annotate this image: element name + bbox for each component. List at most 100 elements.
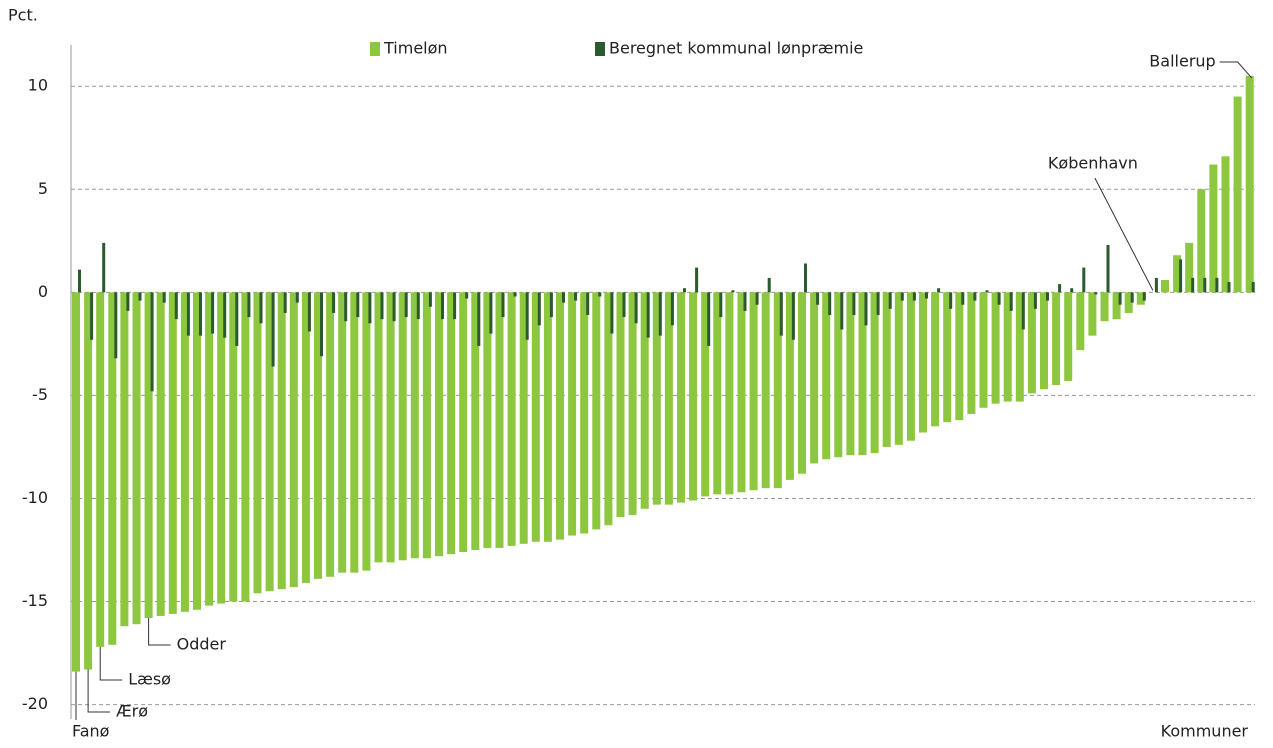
bar [810, 292, 819, 464]
bar [1052, 292, 1061, 386]
bar [604, 292, 613, 526]
bar [1245, 75, 1254, 293]
y-tick-label: -20 [22, 694, 48, 713]
bar [785, 292, 794, 480]
bar [1088, 292, 1097, 336]
bar [1040, 292, 1048, 390]
bar [804, 263, 807, 293]
bar [217, 292, 226, 604]
y-tick-label: 5 [38, 179, 48, 198]
bar [301, 292, 310, 583]
y-tick-label: -5 [32, 385, 48, 404]
y-tick-label: 0 [38, 282, 48, 301]
annotation: Læsø [128, 670, 171, 689]
bar [731, 290, 735, 293]
bar [265, 292, 274, 592]
bar [562, 292, 565, 303]
bar [828, 292, 832, 316]
bar [338, 292, 347, 573]
bar [1203, 277, 1207, 293]
bar [241, 292, 250, 602]
bar [755, 292, 759, 305]
bar [870, 292, 879, 454]
bar [949, 292, 953, 309]
bar [332, 292, 336, 313]
bar [247, 292, 251, 318]
bar [211, 292, 215, 334]
bar [943, 292, 952, 423]
bar [126, 292, 130, 311]
bar [138, 292, 142, 301]
bar [277, 292, 286, 590]
bar [386, 292, 395, 563]
legend-label: Beregnet kommunal lønpræmie [609, 39, 863, 58]
bar [1100, 292, 1109, 322]
bar [598, 292, 602, 297]
legend-label: Timeløn [383, 39, 448, 58]
bar [531, 292, 540, 542]
bar [507, 292, 516, 546]
bar [78, 269, 81, 293]
bar [1021, 292, 1025, 330]
bar [96, 292, 105, 647]
bar [1154, 277, 1158, 293]
bar [767, 277, 771, 293]
bar [477, 292, 481, 346]
bar [1179, 259, 1183, 293]
bar [652, 292, 661, 505]
annotation: Ærø [116, 702, 148, 721]
bar [664, 292, 673, 505]
bar [435, 292, 443, 557]
bar [580, 292, 589, 534]
bar [374, 292, 383, 563]
annotation: Odder [177, 635, 227, 654]
bar [592, 292, 601, 530]
bar [1106, 244, 1110, 293]
bar [120, 292, 129, 627]
bar [1233, 96, 1242, 293]
bar [773, 292, 782, 489]
bar [368, 292, 372, 324]
bar [574, 292, 578, 301]
bar [513, 292, 517, 297]
bar [489, 292, 493, 334]
bar [271, 292, 275, 367]
bar [888, 292, 892, 309]
bar [398, 292, 407, 561]
bar [761, 292, 770, 489]
y-tick-label: -15 [22, 591, 48, 610]
bar [1015, 292, 1024, 402]
bar [422, 292, 431, 559]
bar [1076, 292, 1085, 351]
bar [894, 292, 903, 445]
bar [882, 292, 891, 447]
bar [991, 292, 1000, 404]
x-axis-label: Kommuner [1161, 722, 1249, 741]
bar [428, 292, 432, 307]
bar [459, 292, 468, 553]
bar [289, 292, 298, 588]
bar [223, 292, 227, 338]
bar [465, 292, 469, 299]
annotation: Ballerup [1149, 52, 1215, 71]
annotation-line [99, 646, 123, 681]
bar [150, 292, 154, 392]
bar [350, 292, 359, 573]
bar [102, 242, 106, 293]
bar [326, 292, 335, 577]
annotation-line [87, 669, 111, 713]
y-tick-label: 10 [28, 76, 48, 95]
bar [525, 292, 529, 340]
bar [640, 292, 649, 509]
bar [955, 292, 964, 421]
bar [114, 292, 118, 359]
bar [193, 292, 201, 610]
bar [549, 292, 553, 318]
annotation-line [1219, 61, 1253, 79]
bar [925, 292, 928, 299]
bar [586, 292, 590, 316]
bar [683, 288, 686, 293]
bar [259, 292, 263, 324]
bar [156, 292, 165, 616]
